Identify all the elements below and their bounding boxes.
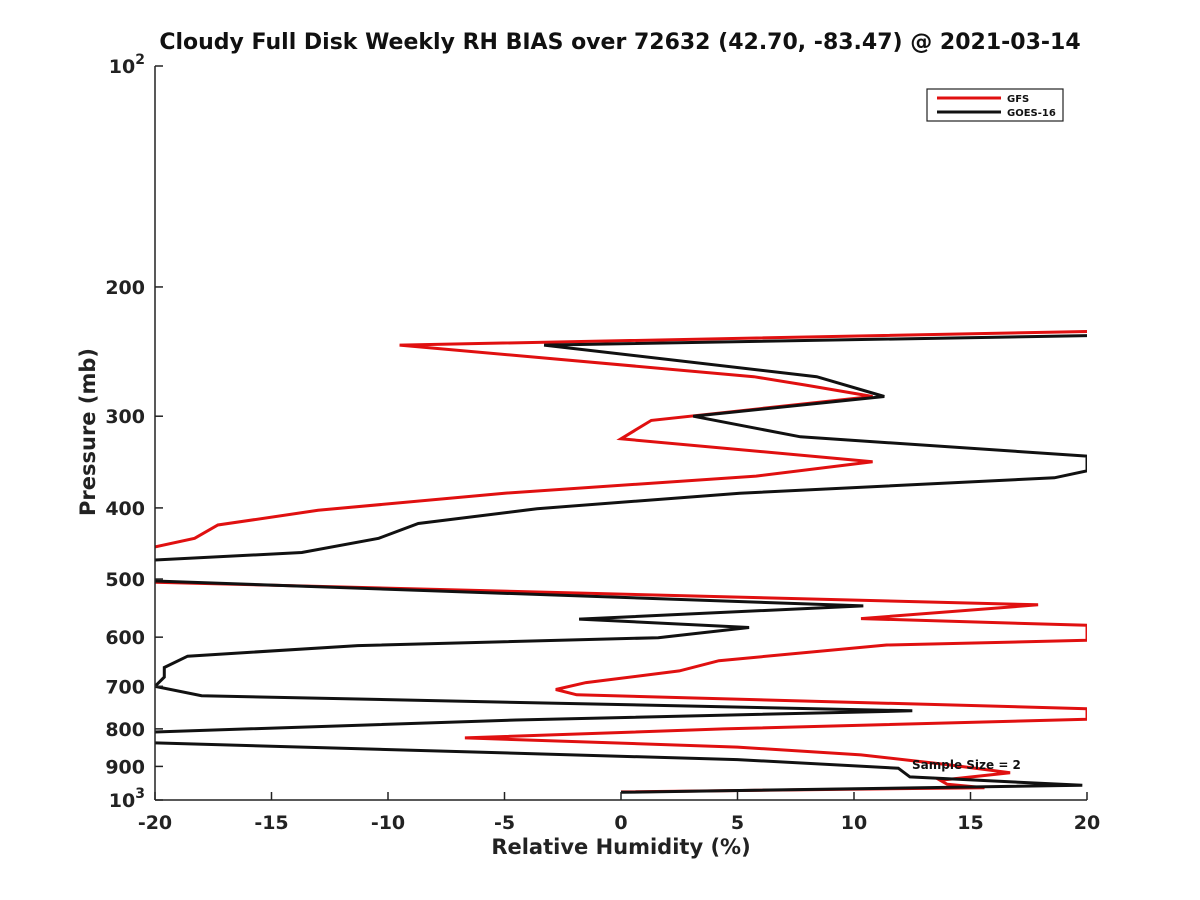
series-line-goes-16-2: [155, 579, 913, 734]
y-tick-label: 700: [105, 676, 145, 698]
y-tick-label: 103: [109, 786, 145, 812]
series-layer: [155, 330, 1087, 794]
y-tick-label: 300: [105, 406, 145, 428]
x-tick-label: 20: [1074, 812, 1100, 834]
y-tick-label: 600: [105, 627, 145, 649]
series-line-goes-16-1: [155, 334, 1087, 562]
y-tick-label: 200: [105, 277, 145, 299]
axes-layer: -20 -15 -10 -5 0 5 10 15 20 102 200 300 400 500 600 700…: [105, 52, 1100, 834]
y-tick-label: 102: [109, 52, 145, 78]
x-tick-label: -5: [494, 812, 515, 834]
x-tick-label: 10: [841, 812, 867, 834]
y-tick-label: 900: [105, 756, 145, 778]
legend-label-gfs: GFS: [1007, 94, 1029, 105]
series-line-gfs-1: [155, 330, 1087, 549]
y-tick-label: 500: [105, 569, 145, 591]
x-tick-label: 15: [957, 812, 983, 834]
legend-label-goes-16: GOES-16: [1007, 108, 1056, 119]
x-tick-label: -15: [254, 812, 288, 834]
x-tick-label: 0: [614, 812, 627, 834]
sample-size-annotation: Sample Size = 2: [912, 758, 1021, 772]
chart-title: Cloudy Full Disk Weekly RH BIAS over 726…: [159, 30, 1081, 55]
x-axis-label: Relative Humidity (%): [491, 835, 751, 859]
y-tick-label: 400: [105, 498, 145, 520]
series-line-goes-16-3: [155, 741, 1083, 794]
series-line-gfs-2: [155, 580, 1087, 794]
x-tick-label: -10: [371, 812, 405, 834]
x-tick-label: -20: [138, 812, 172, 834]
x-tick-label: 5: [731, 812, 744, 834]
legend: GFS GOES-16: [926, 88, 1064, 122]
y-axis-label: Pressure (mb): [76, 348, 100, 516]
y-tick-label: 800: [105, 719, 145, 741]
legend-box: [926, 88, 1064, 122]
